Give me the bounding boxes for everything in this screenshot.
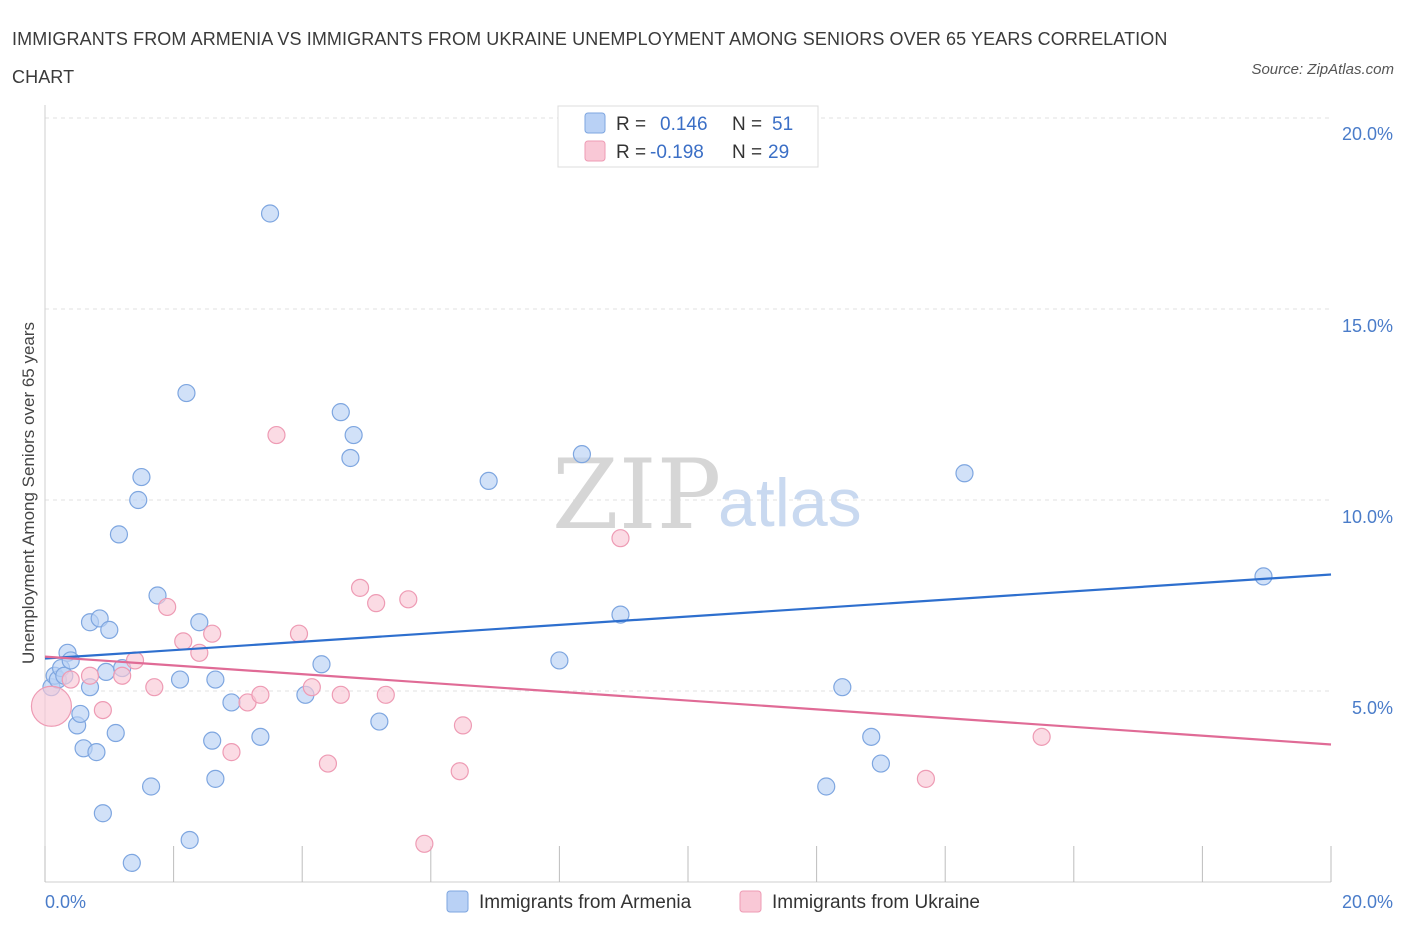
point-armenia-21 — [129, 490, 148, 510]
y-tick-label-5: 5.0% — [1352, 698, 1393, 718]
legend-armenia-n-label: N = — [732, 114, 762, 135]
y-tick-label-10: 10.0% — [1342, 507, 1393, 527]
trend-line-ukraine — [44, 655, 1332, 746]
bottom-legend-label-ukraine: Immigrants from Ukraine — [772, 892, 980, 913]
trend-line-armenia — [44, 573, 1332, 660]
point-armenia-12 — [87, 743, 106, 762]
point-ukraine-28 — [1032, 727, 1051, 746]
point-ukraine-3 — [93, 700, 112, 720]
point-armenia-18 — [109, 525, 129, 544]
legend-ukraine-r-value: -0.198 — [650, 142, 704, 163]
chart-title: IMMIGRANTS FROM ARMENIA VS IMMIGRANTS FR… — [12, 29, 1168, 87]
point-armenia-14 — [93, 804, 112, 823]
legend-armenia-n-value: 51 — [772, 114, 793, 135]
point-ukraine-10 — [203, 624, 222, 643]
point-ukraine-5 — [125, 651, 145, 670]
point-ukraine-2 — [80, 666, 100, 685]
bottom-legend-swatch-ukraine — [739, 890, 762, 913]
point-ukraine-22 — [399, 590, 418, 609]
point-armenia-25 — [170, 670, 190, 689]
x-tick-label-min: 0.0% — [45, 892, 86, 912]
point-ukraine-1 — [61, 670, 80, 689]
data-points — [30, 204, 1273, 873]
point-armenia-49 — [955, 464, 974, 483]
point-armenia-47 — [862, 727, 881, 746]
point-armenia-17 — [106, 723, 125, 743]
point-ukraine-14 — [267, 425, 286, 445]
point-ukraine-13 — [251, 685, 270, 704]
point-armenia-23 — [141, 777, 161, 796]
point-ukraine-16 — [302, 678, 321, 697]
point-armenia-8 — [71, 704, 90, 724]
point-armenia-22 — [132, 467, 151, 487]
series-legend: Immigrants from Armenia Immigrants from … — [446, 890, 980, 913]
point-ukraine-15 — [289, 624, 309, 643]
point-armenia-32 — [222, 693, 241, 712]
y-tick-label-15: 15.0% — [1342, 316, 1393, 336]
point-armenia-42 — [550, 651, 569, 670]
source-credit: Source: ZipAtlas.com — [1251, 61, 1394, 78]
gridlines — [45, 117, 1331, 692]
point-armenia-29 — [203, 731, 222, 750]
point-ukraine-6 — [145, 678, 164, 697]
point-ukraine-19 — [350, 578, 370, 597]
point-armenia-41 — [479, 471, 498, 490]
point-ukraine-24 — [450, 762, 469, 781]
point-ukraine-26 — [611, 529, 630, 548]
legend-armenia-r-label: R = — [616, 114, 646, 135]
point-armenia-37 — [331, 403, 350, 422]
point-ukraine-11 — [222, 743, 241, 762]
bottom-legend-swatch-armenia — [446, 890, 469, 913]
legend-ukraine-n-value: 29 — [768, 142, 789, 163]
point-armenia-27 — [180, 830, 199, 850]
point-armenia-28 — [190, 613, 209, 632]
legend-ukraine-r-label: R = — [616, 142, 646, 163]
point-armenia-20 — [122, 853, 141, 873]
point-armenia-46 — [833, 678, 852, 697]
point-ukraine-27 — [916, 769, 936, 788]
point-ukraine-23 — [415, 834, 434, 853]
point-ukraine-18 — [331, 685, 350, 704]
point-armenia-6 — [61, 651, 80, 670]
point-armenia-26 — [177, 383, 196, 403]
bottom-legend-label-armenia: Immigrants from Armenia — [479, 892, 692, 913]
point-ukraine-20 — [367, 594, 386, 613]
legend-swatch-armenia — [584, 112, 606, 134]
point-ukraine-4 — [113, 666, 132, 685]
point-armenia-31 — [206, 769, 225, 788]
legend-armenia-r-value: 0.146 — [660, 114, 708, 135]
point-armenia-16 — [100, 620, 119, 639]
watermark-atlas: atlas — [718, 465, 862, 541]
x-tick-label-max: 20.0% — [1342, 892, 1393, 912]
point-armenia-44 — [611, 605, 630, 624]
point-armenia-40 — [370, 712, 389, 731]
point-armenia-30 — [206, 670, 225, 689]
point-armenia-50 — [1254, 567, 1273, 586]
point-ukraine-0 — [30, 685, 73, 727]
point-ukraine-8 — [174, 632, 193, 651]
point-armenia-43 — [572, 445, 592, 464]
y-axis-label: Unemployment Among Seniors over 65 years — [19, 322, 38, 664]
point-ukraine-7 — [158, 597, 177, 617]
point-armenia-38 — [341, 448, 360, 468]
point-armenia-34 — [260, 204, 280, 223]
x-axis-ticks — [44, 846, 1332, 882]
point-armenia-45 — [817, 777, 836, 796]
point-ukraine-25 — [453, 716, 473, 735]
legend-swatch-ukraine — [584, 140, 606, 162]
point-armenia-39 — [344, 425, 363, 445]
correlation-legend: R = 0.146 N = 51 R = -0.198 N = 29 — [557, 105, 819, 168]
point-armenia-36 — [312, 655, 331, 674]
point-armenia-48 — [871, 754, 891, 773]
point-ukraine-9 — [190, 643, 209, 662]
y-tick-label-20: 20.0% — [1342, 124, 1393, 144]
point-ukraine-21 — [376, 685, 395, 704]
point-ukraine-17 — [318, 754, 338, 773]
trend-lines — [44, 573, 1332, 746]
point-armenia-33 — [251, 727, 270, 746]
point-armenia-15 — [96, 662, 116, 682]
legend-ukraine-n-label: N = — [732, 142, 762, 163]
